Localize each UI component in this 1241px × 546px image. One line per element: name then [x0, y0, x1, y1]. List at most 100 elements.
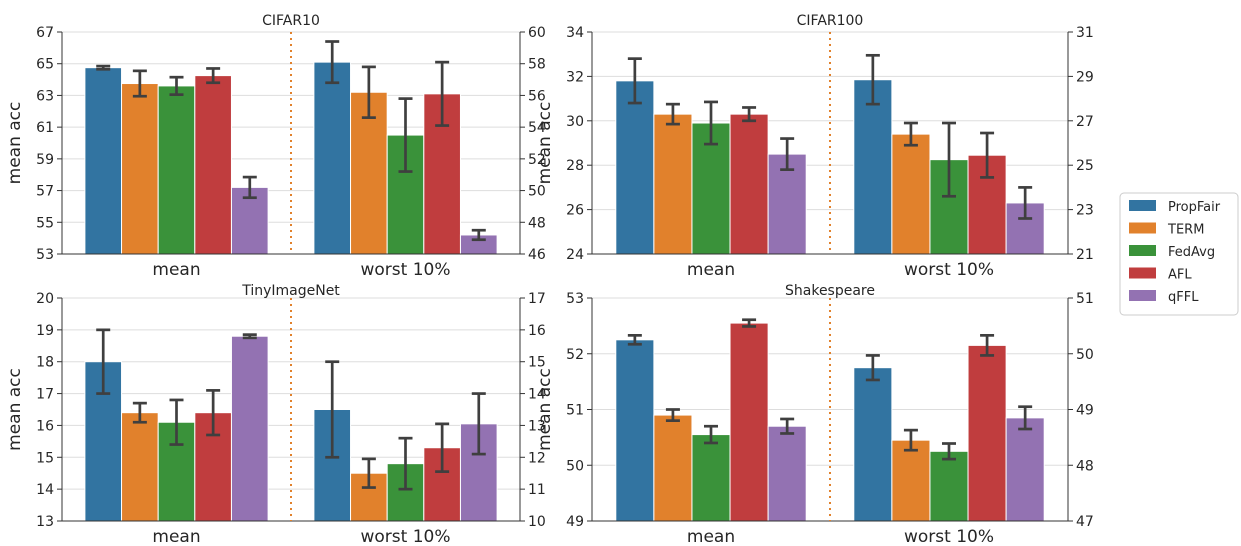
y2-tick-label: 16 [528, 323, 546, 339]
y2-tick-label: 11 [528, 482, 546, 498]
bar [84, 67, 123, 255]
y-axis-label: mean acc [5, 368, 25, 451]
y2-tick-label: 50 [528, 184, 546, 200]
y2-tick-label: 47 [1076, 514, 1094, 530]
chart-panel: 53 55 57 59 61 63 65 67 46 48 50 52 54 56 58 60 mean wors… [5, 13, 546, 280]
y-tick-label: 32 [566, 69, 584, 85]
bar [350, 91, 388, 255]
bar [194, 75, 232, 255]
bar [653, 113, 693, 255]
y-tick-label: 63 [36, 88, 54, 104]
y-tick-label: 53 [36, 247, 54, 263]
legend-swatch [1129, 290, 1156, 301]
y2-tick-label: 27 [1076, 114, 1094, 130]
x-tick-label: worst 10% [904, 527, 994, 546]
y-tick-label: 20 [36, 291, 54, 307]
y-tick-label: 19 [36, 323, 54, 339]
bar [767, 425, 807, 522]
y-tick-label: 14 [36, 482, 54, 498]
y-tick-label: 53 [566, 291, 584, 307]
y-tick-label: 61 [36, 120, 54, 136]
y2-tick-label: 56 [528, 88, 546, 104]
y2-tick-label: 25 [1076, 158, 1094, 174]
y-tick-label: 24 [566, 247, 584, 263]
bar [1005, 417, 1045, 522]
chart-title: Shakespeare [785, 283, 875, 299]
y2-tick-label: 50 [1076, 347, 1094, 363]
legend-swatch [1129, 245, 1156, 256]
y-tick-label: 57 [36, 184, 54, 200]
y-tick-label: 18 [36, 355, 54, 371]
y2-tick-label: 48 [528, 215, 546, 231]
y2-tick-label: 51 [1076, 291, 1094, 307]
y-tick-label: 55 [36, 215, 54, 231]
legend: PropFair TERM FedAvg AFL qFFL [1119, 192, 1239, 316]
y-axis-label: mean acc [535, 368, 555, 451]
y-axis-label: mean acc [535, 102, 555, 185]
bar [891, 439, 931, 522]
y2-tick-label: 12 [528, 450, 546, 466]
y-tick-label: 13 [36, 514, 54, 530]
x-tick-label: mean [687, 527, 735, 546]
y-tick-label: 50 [566, 458, 584, 474]
legend-label: TERM [1167, 223, 1204, 238]
y2-tick-label: 48 [1076, 458, 1094, 474]
y2-tick-label: 23 [1076, 203, 1094, 219]
y-tick-label: 67 [36, 25, 54, 41]
bar [157, 85, 196, 255]
y2-tick-label: 17 [528, 291, 546, 307]
bar [121, 412, 159, 522]
y2-tick-label: 15 [528, 355, 546, 371]
chart-panel: 49 50 51 52 53 47 48 49 50 51 mean worst 10% Shakesp… [535, 283, 1094, 546]
bar [929, 450, 969, 522]
y-tick-label: 49 [566, 514, 584, 530]
legend-label: qFFL [1168, 290, 1199, 305]
x-tick-label: worst 10% [360, 260, 450, 280]
y-tick-label: 30 [566, 114, 584, 130]
y2-tick-label: 46 [528, 247, 546, 263]
y2-tick-label: 54 [528, 120, 546, 136]
legend-label: PropFair [1168, 200, 1221, 215]
y2-tick-label: 49 [1076, 403, 1094, 419]
chart-title: CIFAR10 [262, 13, 320, 29]
chart-panel: 24 26 28 30 32 34 21 23 25 27 29 31 mean worst 10% CIF… [535, 13, 1094, 280]
legend-swatch [1129, 222, 1156, 234]
y2-tick-label: 58 [528, 57, 546, 73]
y-tick-label: 59 [36, 152, 54, 168]
bar [891, 133, 931, 255]
legend-label: AFL [1168, 268, 1192, 283]
bar [615, 80, 655, 255]
y2-tick-label: 14 [528, 387, 546, 403]
bar [853, 79, 893, 255]
y2-tick-label: 21 [1076, 247, 1094, 263]
x-tick-label: worst 10% [360, 527, 450, 546]
bar [121, 83, 159, 255]
bar [230, 335, 269, 522]
bar [691, 434, 731, 522]
chart-title: CIFAR100 [797, 13, 864, 29]
bar [653, 414, 693, 522]
y2-tick-label: 60 [528, 25, 546, 41]
y2-tick-label: 31 [1076, 25, 1094, 41]
legend-label: FedAvg [1168, 245, 1215, 260]
bar [615, 339, 655, 522]
y2-tick-label: 29 [1076, 69, 1094, 85]
chart-title: TinyImageNet [241, 283, 340, 299]
legend-swatch [1129, 200, 1156, 211]
bar [853, 367, 893, 522]
y-tick-label: 15 [36, 450, 54, 466]
y-tick-label: 17 [36, 387, 54, 403]
legend-swatch [1129, 267, 1156, 279]
x-tick-label: mean [687, 260, 735, 280]
y2-tick-label: 10 [528, 514, 546, 530]
y-tick-label: 65 [36, 57, 54, 73]
y-tick-label: 16 [36, 418, 54, 434]
y2-tick-label: 52 [528, 152, 546, 168]
bar [967, 344, 1007, 522]
y-tick-label: 51 [566, 403, 584, 419]
x-tick-label: mean [152, 527, 200, 546]
chart-panel: 13 14 15 16 17 18 19 20 10 11 12 13 14 15 16 17 mean wors… [5, 283, 546, 546]
y-tick-label: 52 [566, 347, 584, 363]
bar [729, 113, 769, 255]
